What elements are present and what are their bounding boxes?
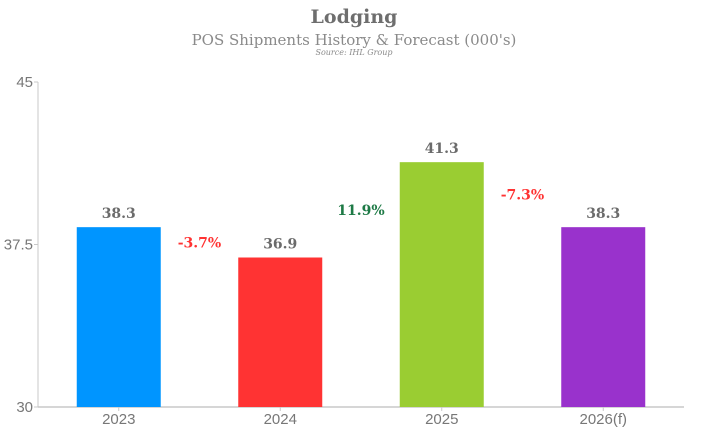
x-tick-label: 2024 [264, 411, 297, 428]
bars [76, 162, 646, 407]
change-label: -3.7% [178, 235, 221, 251]
x-tick-label: 2026(f) [579, 411, 627, 428]
bar [399, 162, 484, 407]
bar [561, 227, 646, 407]
bar-value-label: 38.3 [586, 206, 620, 222]
y-tick-label: 37.5 [4, 237, 33, 254]
x-tick-label: 2025 [425, 411, 458, 428]
bar-value-label: 38.3 [102, 206, 136, 222]
change-label: -7.3% [501, 188, 544, 204]
bar-value-label: 41.3 [425, 141, 459, 157]
x-tick-label: 2023 [102, 411, 135, 428]
labels: 38.3 36.9 41.3 38.3 -3.7% 11.9% -7.3% [102, 141, 621, 252]
change-label: 11.9% [337, 203, 384, 219]
y-tick-label: 30 [16, 399, 33, 416]
chart-title: Lodging [310, 6, 398, 28]
bar-value-label: 36.9 [263, 237, 297, 253]
chart-source: Source: IHL Group [315, 48, 393, 57]
bar [238, 257, 323, 407]
y-tick-label: 45 [16, 74, 33, 91]
bar [76, 227, 161, 407]
chart-subtitle: POS Shipments History & Forecast (000's) [191, 31, 517, 49]
